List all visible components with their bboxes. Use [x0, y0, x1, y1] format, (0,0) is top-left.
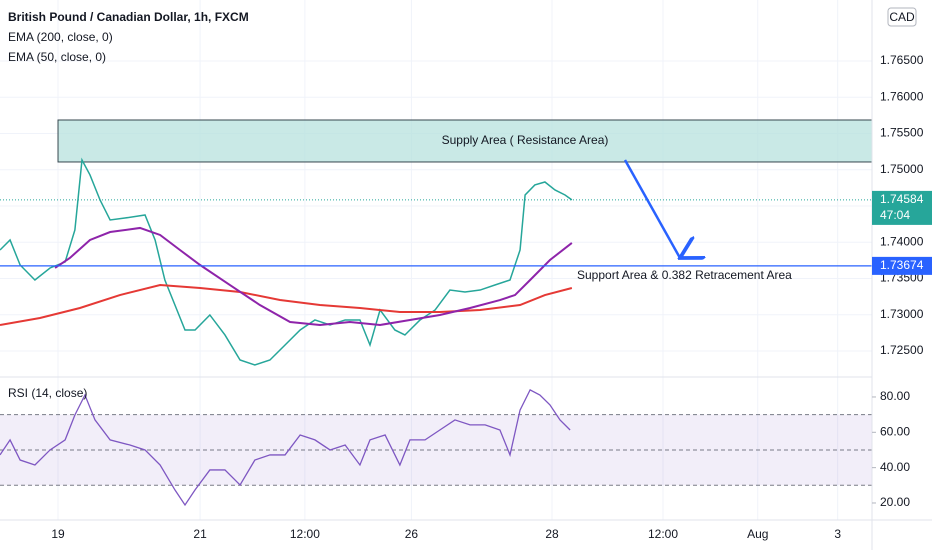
x-tick-label: 3 — [834, 527, 841, 541]
rsi-tick-label: 40.00 — [880, 460, 910, 474]
x-tick-label: 21 — [193, 527, 207, 541]
x-tick-label: 12:00 — [648, 527, 678, 541]
rsi-title: RSI (14, close) — [8, 386, 87, 400]
chart-title: British Pound / Canadian Dollar, 1h, FXC… — [8, 10, 249, 24]
support-price-label: 1.73674 — [880, 258, 924, 272]
x-tick-label: 12:00 — [290, 527, 320, 541]
legend-ema200: EMA (200, close, 0) — [8, 30, 113, 44]
ema-line — [54, 226, 573, 326]
currency-badge[interactable] — [887, 7, 917, 27]
legend-ema50: EMA (50, close, 0) — [8, 50, 106, 64]
y-tick-label: 1.76500 — [880, 53, 924, 67]
x-tick-label: 28 — [545, 527, 559, 541]
x-tick-label: Aug — [747, 527, 768, 541]
y-tick-label: 1.75000 — [880, 162, 924, 176]
y-tick-label: 1.73000 — [880, 307, 924, 321]
ema-line — [0, 284, 573, 326]
rsi-line — [0, 389, 571, 507]
rsi-tick-label: 20.00 — [880, 495, 910, 509]
y-tick-label: 1.74000 — [880, 234, 924, 248]
x-tick-label: 19 — [51, 527, 65, 541]
y-tick-label: 1.75500 — [880, 126, 924, 140]
currency-label: CAD — [889, 10, 915, 24]
support-text: Support Area & 0.382 Retracement Area — [577, 268, 792, 282]
x-tick-label: 26 — [405, 527, 419, 541]
y-tick-label: 1.76000 — [880, 89, 924, 103]
last-price-label: 1.74584 — [880, 192, 924, 206]
supply-label: Supply Area ( Resistance Area) — [442, 133, 609, 147]
annotation-arrow — [623, 159, 680, 258]
support-price-box — [872, 256, 932, 275]
rsi-tick-label: 80.00 — [880, 389, 910, 403]
supply-zone — [57, 119, 873, 163]
price-line — [0, 157, 573, 366]
last-price-box — [872, 190, 932, 225]
rsi-tick-label: 60.00 — [880, 424, 910, 438]
plot-layer: Supply Area ( Resistance Area) Support Ar… — [0, 0, 873, 520]
y-tick-label: 1.72500 — [880, 343, 924, 357]
countdown-label: 47:04 — [880, 208, 910, 222]
